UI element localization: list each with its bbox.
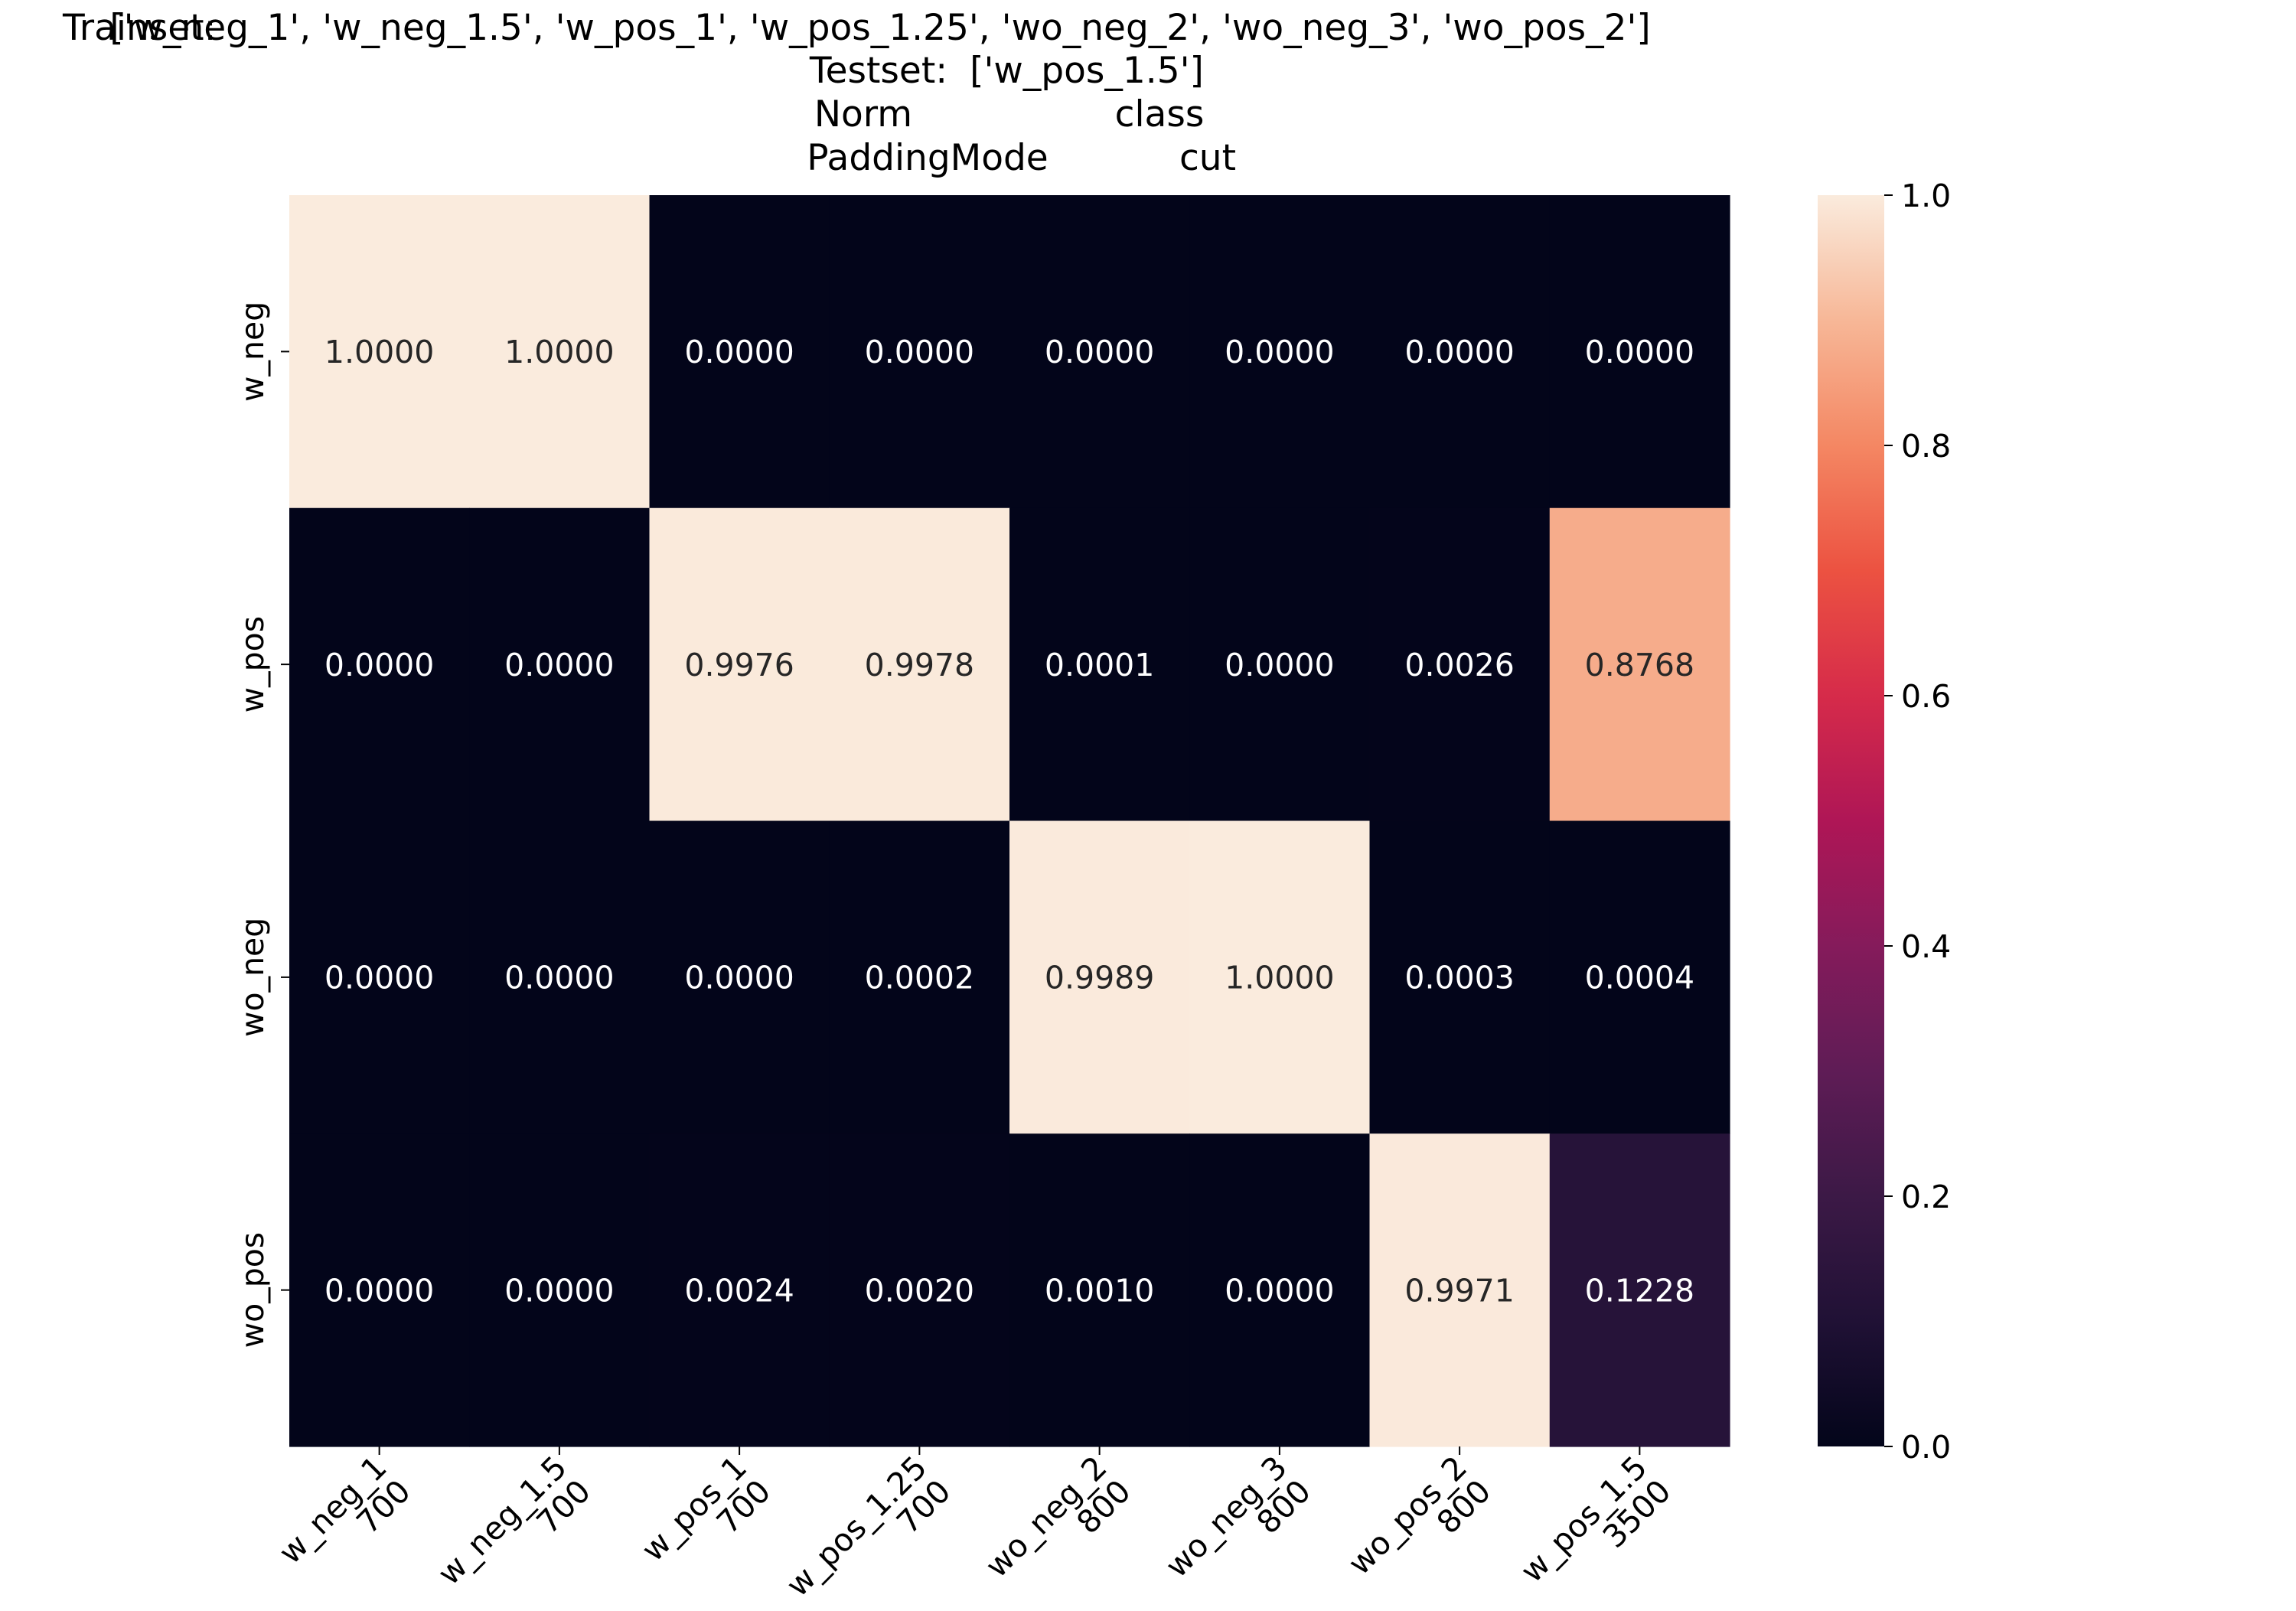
heatmap-cell (829, 1133, 1010, 1447)
cell-value-label: 0.0000 (1404, 334, 1514, 370)
cell-value-label: 0.0010 (1045, 1272, 1154, 1309)
cell-value-label: 0.0002 (865, 960, 974, 996)
title-label: Testset: (809, 50, 947, 92)
heatmap-cell (1549, 507, 1730, 822)
cell-value-label: 0.8768 (1585, 647, 1694, 683)
title-value: ['w_neg_1', 'w_neg_1.5', 'w_pos_1', 'w_p… (109, 7, 1650, 49)
cell-value-label: 0.0000 (504, 960, 614, 996)
heatmap-cell (649, 1133, 830, 1447)
heatmap-cell (1009, 507, 1190, 822)
cell-value-label: 0.1228 (1585, 1272, 1694, 1309)
heatmap-cell (1009, 820, 1190, 1134)
colorbar-tick-label: 0.8 (1901, 428, 1951, 465)
colorbar-tick-label: 0.6 (1901, 678, 1951, 715)
cell-value-label: 0.0004 (1585, 960, 1694, 996)
heatmap-cell (1189, 820, 1371, 1134)
y-tick-label: wo_pos (234, 1232, 271, 1348)
heatmap-cell (1549, 195, 1730, 509)
y-tick-label: w_neg (234, 302, 271, 402)
cell-value-label: 0.0000 (865, 334, 974, 370)
heatmap-cell (1369, 507, 1551, 822)
heatmap-cell (829, 507, 1010, 822)
cell-value-label: 1.0000 (1225, 960, 1334, 996)
title-value: class (1115, 93, 1205, 135)
heatmap-cell (829, 195, 1010, 509)
cell-value-label: 1.0000 (325, 334, 434, 370)
heatmap-cell (289, 820, 470, 1134)
cell-value-label: 0.0026 (1404, 647, 1514, 683)
cell-value-label: 0.0000 (684, 334, 794, 370)
colorbar-tick-label: 1.0 (1901, 178, 1951, 214)
title-value: ['w_pos_1.5'] (970, 50, 1204, 92)
heatmap-cell (469, 820, 651, 1134)
colorbar-tick-label: 0.2 (1901, 1179, 1951, 1215)
heatmap-cell (289, 507, 470, 822)
heatmap-cell (469, 507, 651, 822)
cell-value-label: 0.0003 (1404, 960, 1514, 996)
cell-value-label: 0.9989 (1045, 960, 1154, 996)
cell-value-label: 0.0000 (325, 647, 434, 683)
cell-value-labels: 1.0000 1.0000 0.0000 0.0000 0.0000 0.0000 0.00… (325, 334, 1694, 1309)
title-label: Norm (814, 93, 912, 135)
heatmap-cell (1369, 195, 1551, 509)
cell-value-label: 0.0000 (684, 960, 794, 996)
title-value: cut (1179, 137, 1236, 179)
heatmap-cell (469, 1133, 651, 1447)
heatmap-cell (469, 195, 651, 509)
heatmap-cell (649, 820, 830, 1134)
cell-value-label: 0.0000 (325, 960, 434, 996)
heatmap-cell (1369, 1133, 1551, 1447)
cell-value-label: 0.0020 (865, 1272, 974, 1309)
cell-value-label: 0.9978 (865, 647, 974, 683)
cell-value-label: 0.0000 (1585, 334, 1694, 370)
heatmap-cell (1189, 1133, 1371, 1447)
cell-value-label: 0.9976 (684, 647, 794, 683)
cell-value-label: 0.0000 (1225, 647, 1334, 683)
cell-value-label: 0.0000 (1045, 334, 1154, 370)
heatmap-cell (1009, 195, 1190, 509)
colorbar-gradient (1818, 195, 1884, 1446)
heatmap-cell (1189, 195, 1371, 509)
heatmap-cell (829, 820, 1010, 1134)
heatmap-cell (1189, 507, 1371, 822)
heatmap-cell (289, 1133, 470, 1447)
colorbar: 0.0 0.2 0.4 0.6 0.8 1.0 (1818, 178, 1951, 1466)
cell-value-label: 1.0000 (504, 334, 614, 370)
heatmap-cell (1549, 1133, 1730, 1447)
cell-value-label: 0.0000 (1225, 1272, 1334, 1309)
heatmap-cell (649, 507, 830, 822)
heatmap-cell (289, 195, 470, 509)
cell-value-label: 0.0000 (504, 647, 614, 683)
colorbar-tick-label: 0.0 (1901, 1429, 1951, 1466)
heatmap-cell (649, 195, 830, 509)
title-label: Trainset: (62, 7, 216, 49)
y-tick-label: wo_neg (234, 918, 271, 1037)
cell-value-label: 0.0001 (1045, 647, 1154, 683)
cell-value-label: 0.0000 (504, 1272, 614, 1309)
heatmap-cell (1369, 820, 1551, 1134)
y-tick-label: w_pos (234, 616, 271, 713)
heatmap-cell (1549, 820, 1730, 1134)
chart-title: Trainset:['w_neg_1', 'w_neg_1.5', 'w_pos… (62, 7, 1651, 179)
cell-value-label: 0.9971 (1404, 1272, 1514, 1309)
colorbar-tick-label: 0.4 (1901, 928, 1951, 965)
y-axis: w_neg w_pos wo_neg wo_pos (234, 302, 289, 1348)
heatmap-cells (289, 195, 1730, 1447)
cell-value-label: 0.0000 (325, 1272, 434, 1309)
cell-value-label: 0.0024 (684, 1272, 794, 1309)
heatmap-cell (1009, 1133, 1190, 1447)
cell-value-label: 0.0000 (1225, 334, 1334, 370)
title-label: PaddingMode (807, 137, 1048, 179)
